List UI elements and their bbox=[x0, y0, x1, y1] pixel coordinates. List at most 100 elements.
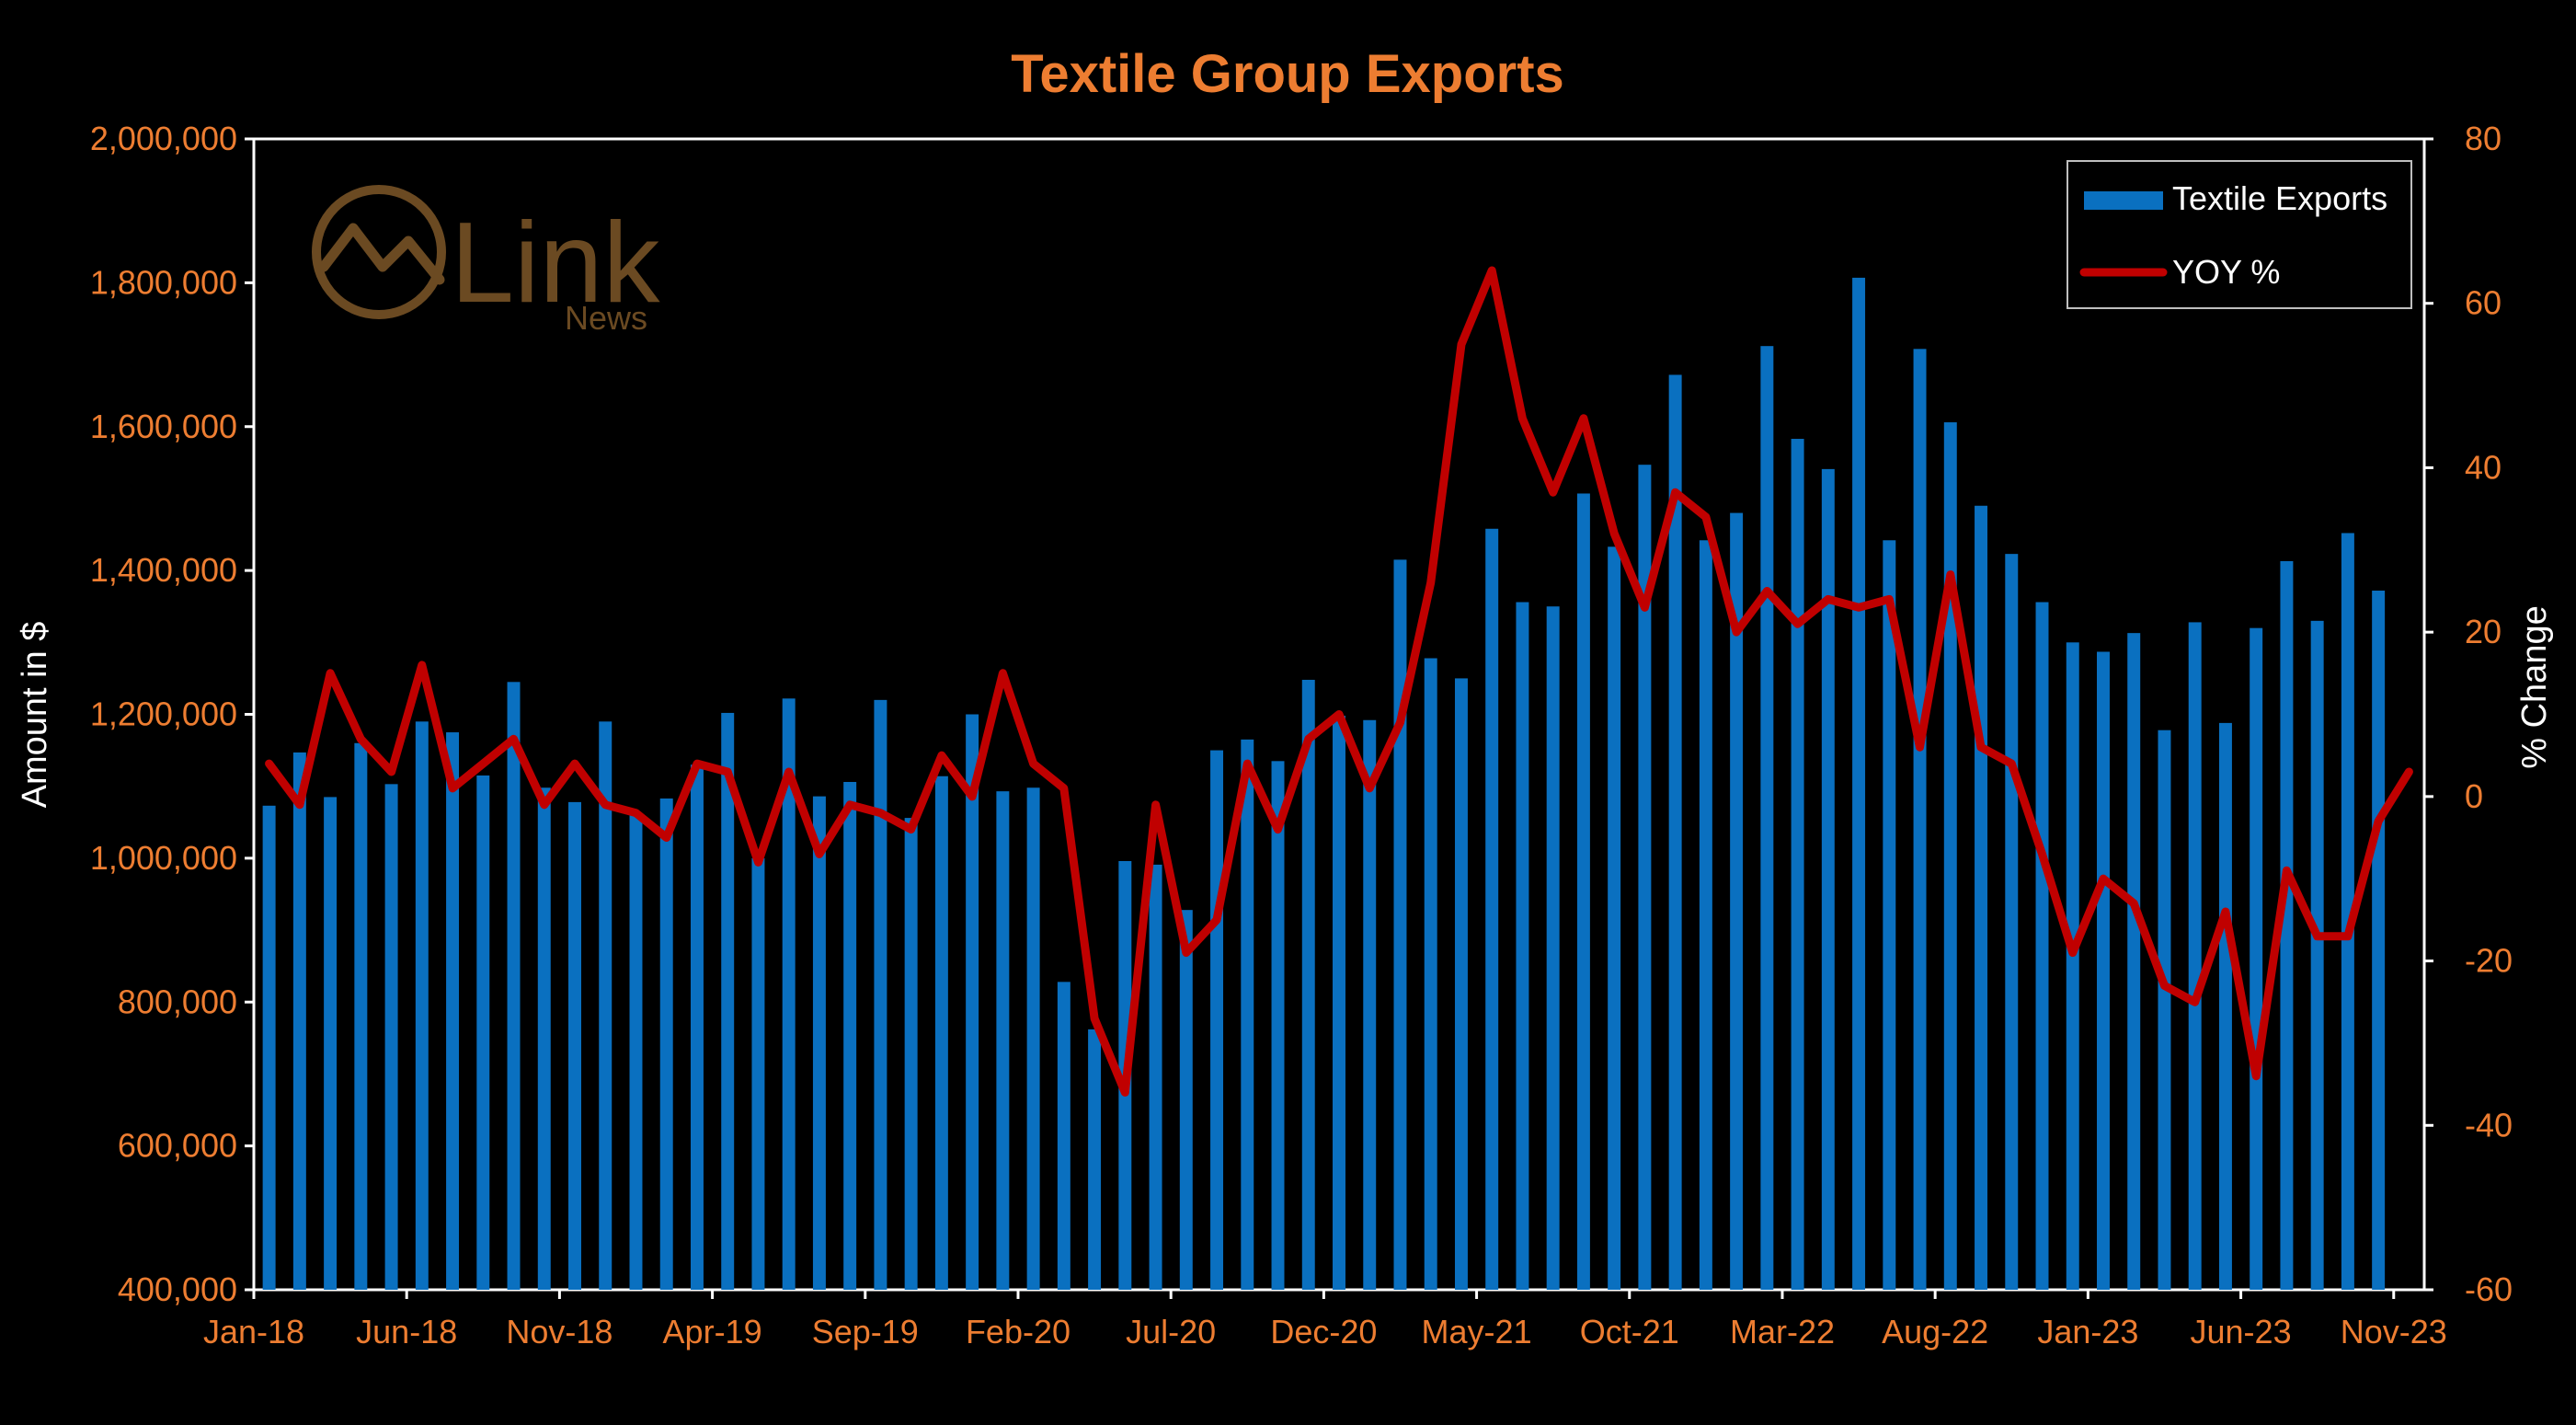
y-tick-label: 800,000 bbox=[118, 983, 237, 1020]
bar bbox=[1179, 910, 1193, 1290]
y2-tick-label: -40 bbox=[2465, 1106, 2513, 1143]
bar bbox=[2066, 642, 2079, 1290]
y-tick-label: 1,800,000 bbox=[90, 263, 237, 301]
bar bbox=[934, 776, 948, 1290]
legend: Textile Exports YOY % bbox=[2067, 160, 2412, 309]
bar bbox=[1454, 678, 1468, 1290]
x-tick-label: Sep-19 bbox=[812, 1313, 919, 1350]
bar bbox=[1913, 349, 1927, 1290]
y-tick-label: 1,400,000 bbox=[90, 551, 237, 589]
logo-subtext: News bbox=[565, 299, 647, 337]
left-axis-ticks: 400,000 600,000 800,000 1,000,000 1,200,000 1… bbox=[90, 120, 254, 1308]
bar bbox=[996, 791, 1010, 1290]
bar bbox=[1210, 750, 1224, 1290]
bar bbox=[1975, 505, 1988, 1290]
bar bbox=[812, 796, 826, 1290]
bar bbox=[1760, 346, 1774, 1291]
y-tick-label: 1,000,000 bbox=[90, 839, 237, 877]
y2-tick-label: 80 bbox=[2465, 120, 2502, 157]
bar bbox=[262, 805, 276, 1290]
bar bbox=[1791, 439, 1804, 1290]
bar bbox=[2035, 602, 2049, 1290]
bar bbox=[2127, 633, 2141, 1290]
bar bbox=[843, 781, 857, 1290]
bar bbox=[324, 797, 338, 1290]
bar bbox=[1149, 864, 1162, 1290]
bar bbox=[659, 798, 673, 1290]
legend-swatch-bars bbox=[2084, 191, 2163, 210]
line-series bbox=[265, 266, 2413, 1097]
legend-label-bars: Textile Exports bbox=[2172, 179, 2387, 217]
bar bbox=[2188, 622, 2202, 1290]
x-tick-label: Jul-20 bbox=[1126, 1313, 1216, 1350]
bar bbox=[1821, 468, 1835, 1290]
x-tick-label: Apr-19 bbox=[663, 1313, 762, 1350]
x-tick-label: Aug-22 bbox=[1882, 1313, 1988, 1350]
bar bbox=[1333, 716, 1345, 1290]
y2-tick-label: -20 bbox=[2465, 942, 2513, 980]
bar bbox=[568, 801, 581, 1290]
x-tick-label: Nov-18 bbox=[506, 1313, 613, 1350]
x-tick-label: May-21 bbox=[1422, 1313, 1532, 1350]
y-tick-label: 1,200,000 bbox=[90, 695, 237, 733]
y-axis-title: Amount in $ bbox=[16, 622, 54, 809]
logo-icon bbox=[312, 185, 446, 319]
bar bbox=[1852, 277, 1866, 1291]
x-axis-ticks: Jan-18 Jun-18 Nov-18 Apr-19 Sep-19 Feb-20 Jul-… bbox=[203, 1290, 2447, 1350]
y2-tick-label: 0 bbox=[2465, 777, 2483, 815]
y-tick-label: 2,000,000 bbox=[90, 120, 237, 157]
bar bbox=[966, 714, 979, 1290]
bar bbox=[1516, 602, 1529, 1290]
legend-label-line: YOY % bbox=[2172, 253, 2280, 291]
legend-box bbox=[2067, 160, 2412, 309]
bar bbox=[2310, 620, 2324, 1290]
bar bbox=[1485, 528, 1499, 1290]
bar bbox=[599, 721, 613, 1290]
bar bbox=[2372, 591, 2386, 1290]
bar bbox=[1668, 374, 1682, 1291]
x-tick-label: Nov-23 bbox=[2341, 1313, 2447, 1350]
watermark-logo: Link News bbox=[312, 185, 660, 337]
bar bbox=[1241, 739, 1254, 1290]
bar bbox=[2280, 560, 2294, 1290]
bar bbox=[384, 784, 398, 1290]
right-axis-ticks: -60 -40 -20 0 20 40 60 80 bbox=[2424, 120, 2513, 1308]
bar bbox=[2097, 651, 2110, 1290]
bar bbox=[782, 698, 796, 1290]
y2-tick-label: 40 bbox=[2465, 448, 2502, 486]
bar bbox=[1730, 512, 1744, 1290]
bar bbox=[354, 742, 368, 1290]
bar bbox=[2341, 533, 2354, 1290]
x-tick-label: Jan-23 bbox=[2037, 1313, 2138, 1350]
chart-title: Textile Group Exports bbox=[1011, 44, 1564, 104]
bar bbox=[629, 814, 643, 1290]
bar bbox=[1363, 719, 1377, 1290]
x-tick-label: Oct-21 bbox=[1580, 1313, 1679, 1350]
x-tick-label: Dec-20 bbox=[1270, 1313, 1377, 1350]
bar bbox=[1576, 493, 1590, 1290]
y2-tick-label: -60 bbox=[2465, 1270, 2513, 1308]
bar bbox=[904, 818, 918, 1290]
bar bbox=[2250, 627, 2263, 1290]
bar bbox=[1943, 422, 1957, 1291]
bar bbox=[1638, 465, 1652, 1291]
bar bbox=[751, 857, 765, 1290]
y2-tick-label: 60 bbox=[2465, 284, 2502, 322]
bar bbox=[2218, 722, 2232, 1290]
bar bbox=[1424, 658, 1437, 1290]
bar bbox=[507, 682, 521, 1290]
bar bbox=[446, 732, 460, 1290]
bar bbox=[415, 721, 429, 1290]
x-tick-label: Jun-23 bbox=[2191, 1313, 2292, 1350]
bar bbox=[1393, 559, 1407, 1290]
bar bbox=[1883, 540, 1896, 1290]
y-tick-label: 1,600,000 bbox=[90, 408, 237, 445]
y2-tick-label: 20 bbox=[2465, 613, 2502, 650]
bar bbox=[1057, 982, 1070, 1290]
bar bbox=[1088, 1029, 1102, 1290]
x-tick-label: Feb-20 bbox=[966, 1313, 1070, 1350]
bar bbox=[1546, 606, 1560, 1290]
bar bbox=[721, 712, 735, 1290]
x-tick-label: Mar-22 bbox=[1730, 1313, 1835, 1350]
